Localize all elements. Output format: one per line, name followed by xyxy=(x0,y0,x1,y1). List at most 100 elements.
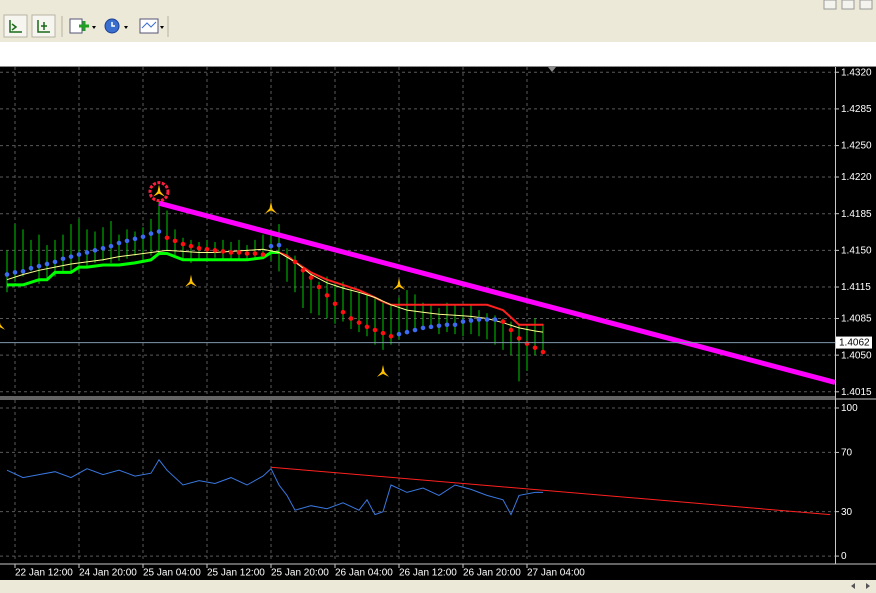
sar-dot xyxy=(324,293,330,298)
sar-dot xyxy=(508,327,514,333)
current-price-box xyxy=(836,336,872,349)
signal-marker xyxy=(148,181,170,203)
sar-dot xyxy=(484,317,490,322)
sar-dot xyxy=(20,269,26,274)
current-price-label: 1.4062 xyxy=(839,338,870,349)
y-tick-label: 1.4150 xyxy=(841,246,872,257)
x-tick-label: 25 Jan 20:00 xyxy=(271,568,329,579)
indicator-line xyxy=(6,248,544,333)
fractal-arrow xyxy=(393,277,405,290)
sar-dot xyxy=(60,256,66,262)
y-tick-label: 1.4220 xyxy=(841,172,872,183)
x-tick-label: 25 Jan 12:00 xyxy=(207,568,265,579)
sar-dot xyxy=(356,320,362,325)
icon xyxy=(111,22,115,27)
sar-dot xyxy=(156,229,162,234)
sar-dot xyxy=(316,284,322,290)
sar-dot xyxy=(380,330,386,336)
sar-dot xyxy=(124,238,130,244)
sar-dot xyxy=(44,261,50,267)
dropdown-arrow xyxy=(124,26,128,29)
y-tick-label: 1.4115 xyxy=(841,282,871,293)
sar-dot xyxy=(148,231,154,236)
sar-dot xyxy=(204,247,210,252)
sar-dot xyxy=(116,240,122,246)
fractal-arrow xyxy=(153,184,165,197)
sar-dot xyxy=(244,251,250,256)
y-tick-label: 1.4085 xyxy=(841,314,872,325)
y-tick-label: 70 xyxy=(841,448,853,459)
fractal-arrow xyxy=(265,201,277,214)
sar-dot xyxy=(468,318,474,323)
sar-dot xyxy=(332,301,338,307)
sar-dot xyxy=(92,248,98,253)
sar-dot xyxy=(68,254,74,259)
y-tick-label: 1.4250 xyxy=(841,141,872,152)
sar-dot xyxy=(100,245,106,251)
sar-dot xyxy=(76,252,82,257)
sar-dot xyxy=(180,241,186,247)
icon xyxy=(141,21,157,29)
sar-dot xyxy=(364,324,370,330)
restore-button[interactable] xyxy=(841,0,855,10)
y-tick-label: 100 xyxy=(841,403,858,414)
sar-dot xyxy=(36,263,42,269)
y-tick-label: 30 xyxy=(841,507,853,518)
sar-dot xyxy=(252,251,258,256)
sar-dot xyxy=(372,327,378,333)
toolbar xyxy=(3,14,169,38)
sar-dot xyxy=(476,317,482,322)
sar-dot xyxy=(188,243,194,249)
sar-dot xyxy=(196,245,202,251)
trendline xyxy=(270,466,831,516)
trendline xyxy=(158,200,836,385)
sar-dot xyxy=(436,323,442,329)
sar-dot xyxy=(220,249,226,254)
sar-dot xyxy=(428,324,434,330)
scroll-arrows[interactable] xyxy=(851,583,870,589)
sar-dot xyxy=(460,319,466,324)
sar-dot xyxy=(516,336,522,341)
y-tick-label: 1.4015 xyxy=(841,387,872,398)
y-tick-label: 1.4185 xyxy=(841,209,872,220)
y-tick-label: 1.4320 xyxy=(841,67,872,78)
icon xyxy=(37,20,50,33)
sar-dot xyxy=(84,250,90,255)
sar-dot xyxy=(260,252,266,257)
sar-dot xyxy=(228,250,234,255)
sar-dot xyxy=(492,317,498,322)
chart-header xyxy=(0,42,876,67)
sar-dot xyxy=(52,259,58,265)
sar-dot xyxy=(164,235,170,241)
y-tick-label: 1.4050 xyxy=(841,350,872,361)
sar-dot xyxy=(420,325,426,331)
chart-bg xyxy=(0,67,876,580)
x-tick-label: 24 Jan 20:00 xyxy=(79,568,137,579)
x-tick-label: 26 Jan 12:00 xyxy=(399,568,457,579)
x-tick-label: 27 Jan 04:00 xyxy=(527,568,585,579)
sar-dot xyxy=(276,242,282,248)
sar-dot xyxy=(404,329,410,335)
sar-dot xyxy=(28,265,34,271)
x-tick-label: 25 Jan 04:00 xyxy=(143,568,201,579)
sar-dot xyxy=(524,341,530,346)
close-button[interactable] xyxy=(859,0,873,10)
sar-dot xyxy=(500,319,506,324)
sar-dot xyxy=(140,234,146,240)
toolbar-bg xyxy=(0,0,876,42)
sar-dot xyxy=(396,331,402,337)
indicator-line xyxy=(7,251,279,287)
sar-dot xyxy=(300,267,306,273)
sar-dot xyxy=(268,243,274,249)
sar-dot xyxy=(172,238,178,244)
sar-dot xyxy=(444,322,450,328)
icon xyxy=(79,21,89,31)
sar-dot xyxy=(388,333,394,339)
x-tick-label: 26 Jan 20:00 xyxy=(463,568,521,579)
x-tick-label: 22 Jan 12:00 xyxy=(15,568,73,579)
minimize-button[interactable] xyxy=(823,0,837,10)
dropdown-arrow xyxy=(160,26,164,29)
sar-dot xyxy=(12,270,18,275)
templates-button[interactable] xyxy=(139,18,159,34)
